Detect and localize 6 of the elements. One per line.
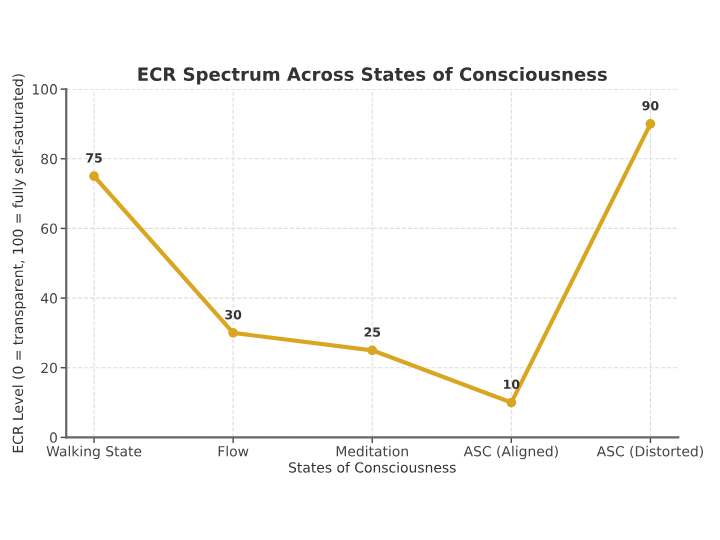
point xyxy=(645,119,656,129)
point xyxy=(506,397,517,408)
point xyxy=(89,171,99,182)
chart-title: ECR Spectrum Across States of Consciousness xyxy=(138,67,607,85)
point xyxy=(367,345,378,356)
point xyxy=(228,328,239,338)
